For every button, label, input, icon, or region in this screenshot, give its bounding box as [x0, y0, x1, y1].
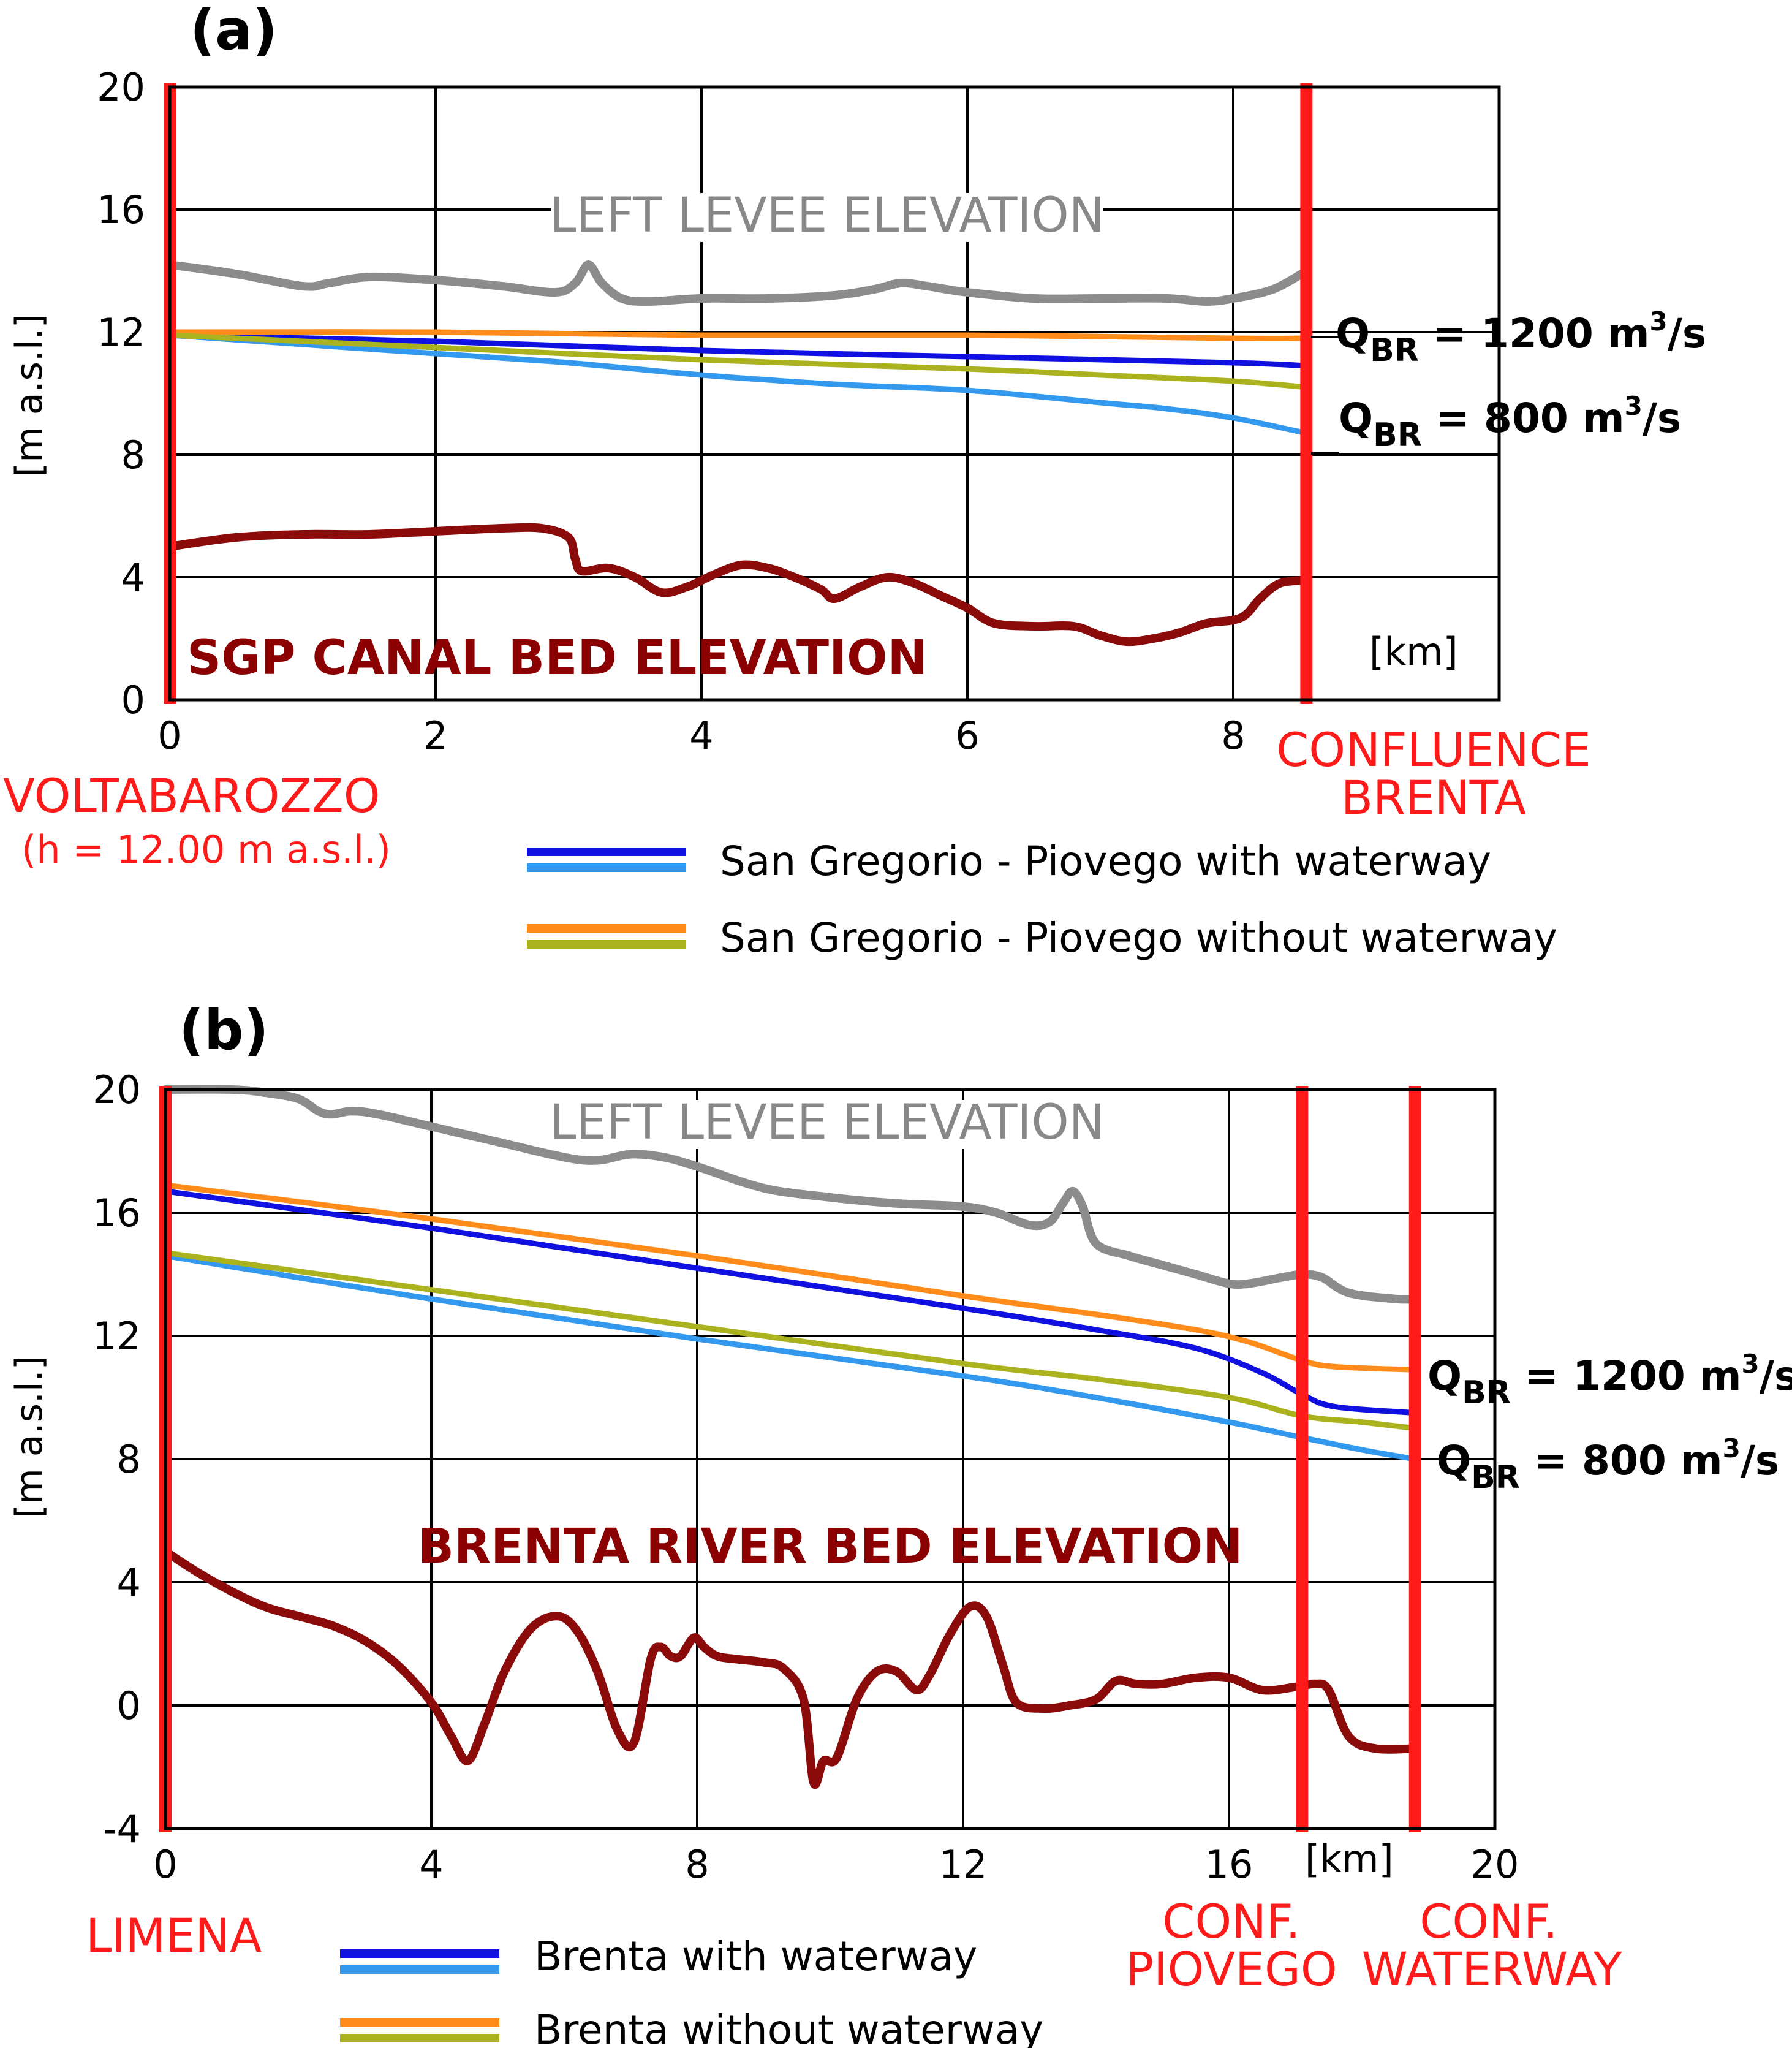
panel-a-y-tick-20: 20	[97, 65, 145, 110]
panel-a-series-with-800	[167, 332, 1309, 436]
panel-a-legend-without-waterway: San Gregorio - Piovego without waterway	[720, 914, 1557, 961]
panel-a-series-without-1200	[167, 329, 1309, 341]
panel-a-y-tick-4: 4	[121, 555, 145, 600]
panel-a: (a) 0 4 8 12 16 20 0 2 4 6 8 [m a.s.l.] [km] LEFT…	[3, 0, 1706, 961]
panel-a-legend-with-waterway: San Gregorio - Piovego with waterway	[720, 838, 1491, 885]
panel-b-series-bed	[161, 1547, 1420, 1789]
panel-a-series-without-800	[167, 332, 1309, 390]
panel-b-x-tick-4: 4	[419, 1842, 443, 1887]
panel-b-x-tick-labels: 0 4 8 12 16 20	[153, 1842, 1519, 1887]
limena-label: LIMENA	[86, 1908, 262, 1963]
panel-a-bed-label: SGP CANAL BED ELEVATION	[187, 631, 928, 686]
panel-a-series	[165, 260, 1311, 647]
panel-b-q-low-label: QBR = 800 m3/s	[1437, 1433, 1779, 1496]
panel-b: (b) -4 0 4 8 12 16 20 0 4 8 12 16 20 [m a.s.l.] [km…	[8, 998, 1792, 2048]
panel-b-x-unit-bg	[1299, 1835, 1409, 1878]
panel-b-x-tick-12: 12	[939, 1842, 988, 1887]
panel-a-x-tick-4: 4	[689, 713, 713, 758]
conf-waterway-label-2: WATERWAY	[1362, 1942, 1622, 1997]
panel-a-markers	[164, 83, 1313, 704]
panel-b-y-tick-0: 0	[117, 1683, 141, 1728]
panel-a-x-tick-0: 0	[157, 713, 181, 758]
panel-b-legend-with-waterway: Brenta with waterway	[534, 1933, 977, 1980]
panel-a-legend: San Gregorio - Piovego with waterway San…	[527, 838, 1557, 961]
panel-a-q-low-label: QBR = 800 m3/s	[1339, 391, 1681, 453]
panel-b-y-tick-12: 12	[93, 1314, 141, 1359]
panel-b-x-tick-20: 20	[1471, 1842, 1519, 1887]
panel-b-legend: Brenta with waterway Brenta without wate…	[340, 1933, 1043, 2048]
panel-a-y-axis-label: [m a.s.l.]	[8, 314, 51, 477]
panel-b-legend-without-waterway: Brenta without waterway	[534, 2006, 1043, 2048]
panel-a-x-tick-labels: 0 2 4 6 8	[157, 713, 1245, 758]
panel-a-levee-label-bg	[551, 193, 1103, 242]
panel-a-levee-label: LEFT LEVEE ELEVATION	[550, 188, 1105, 243]
panel-a-grid	[170, 87, 1499, 700]
panel-b-y-tick-20: 20	[93, 1068, 141, 1112]
panel-a-series-bed	[165, 523, 1311, 647]
panel-b-series-levee	[161, 1085, 1420, 1304]
panel-a-q-high-label: QBR = 1200 m3/s	[1336, 306, 1706, 369]
voltabarozzo-head-label: (h = 12.00 m a.s.l.)	[21, 827, 391, 872]
confluence-label-1: CONFLUENCE	[1276, 722, 1591, 777]
voltabarozzo-label: VOLTABAROZZO	[3, 768, 380, 823]
panel-a-y-tick-0: 0	[121, 678, 145, 722]
panel-b-y-axis-label: [m a.s.l.]	[8, 1356, 51, 1519]
confluence-label-2: BRENTA	[1341, 770, 1526, 825]
panel-b-series	[161, 1085, 1420, 1789]
panel-b-x-unit-label: [km]	[1305, 1837, 1394, 1881]
panel-b-y-tick-labels: -4 0 4 8 12 16 20	[93, 1068, 141, 1851]
panel-a-y-tick-12: 12	[97, 310, 145, 355]
panel-b-series-with-1200	[162, 1188, 1418, 1416]
panel-a-series-levee	[165, 260, 1311, 306]
panel-b-grid	[165, 1090, 1495, 1829]
panel-b-x-tick-8: 8	[685, 1842, 709, 1887]
conf-piovego-label-2: PIOVEGO	[1125, 1942, 1337, 1997]
panel-b-frame	[164, 1088, 1497, 1830]
panel-a-x-tick-6: 6	[955, 713, 979, 758]
panel-b-x-tick-0: 0	[153, 1842, 177, 1887]
panel-a-frame	[168, 85, 1501, 702]
panel-a-y-tick-labels: 0 4 8 12 16 20	[97, 65, 145, 722]
panel-a-y-tick-16: 16	[97, 188, 145, 232]
panel-a-x-tick-2: 2	[423, 713, 447, 758]
panel-b-y-tick--4: -4	[103, 1807, 141, 1851]
panel-a-label: (a)	[190, 0, 278, 63]
panel-a-x-tick-8: 8	[1221, 713, 1245, 758]
panel-a-series-with-1200	[167, 332, 1309, 369]
panel-a-y-tick-8: 8	[121, 433, 145, 477]
panel-b-y-tick-16: 16	[93, 1191, 141, 1235]
panel-b-y-tick-8: 8	[117, 1437, 141, 1482]
panel-b-q-high-label: QBR = 1200 m3/s	[1427, 1349, 1792, 1411]
panel-b-label: (b)	[179, 998, 269, 1063]
panel-b-levee-label: LEFT LEVEE ELEVATION	[550, 1095, 1105, 1150]
conf-waterway-label-1: CONF.	[1420, 1894, 1557, 1949]
panel-b-bed-label: BRENTA RIVER BED ELEVATION	[418, 1519, 1243, 1574]
panel-b-y-tick-4: 4	[117, 1560, 141, 1605]
conf-piovego-label-1: CONF.	[1162, 1894, 1300, 1949]
panel-b-levee-label-bg	[551, 1100, 1103, 1149]
panel-a-x-unit-label: [km]	[1369, 629, 1458, 674]
panel-b-x-tick-16: 16	[1205, 1842, 1253, 1887]
